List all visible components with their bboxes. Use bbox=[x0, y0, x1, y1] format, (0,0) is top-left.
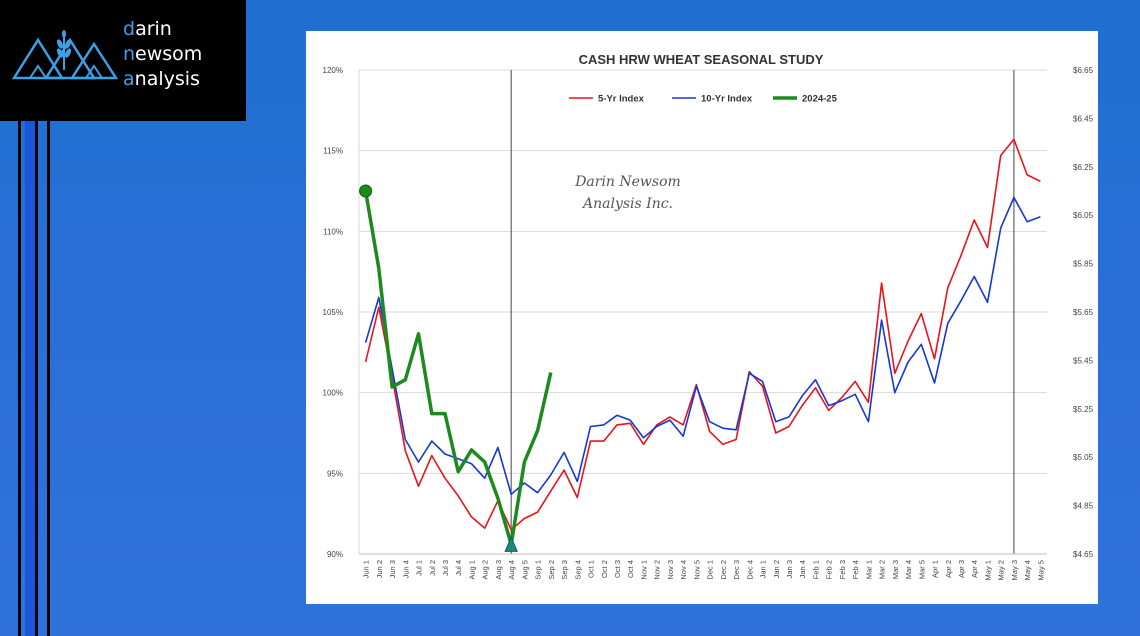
category-label: Aug 1 bbox=[467, 560, 476, 580]
right-tick-label: $4.65 bbox=[1073, 550, 1094, 559]
logo-line-3: analysis bbox=[123, 68, 200, 90]
right-tick-label: $6.45 bbox=[1073, 114, 1094, 123]
category-label: Sep 1 bbox=[534, 560, 543, 580]
category-label: Dec 3 bbox=[732, 560, 741, 580]
category-label: Mar 2 bbox=[878, 560, 887, 579]
category-label: Dec 4 bbox=[745, 560, 754, 580]
category-label: Oct 1 bbox=[587, 560, 596, 578]
category-label: Apr 3 bbox=[957, 560, 966, 578]
right-tick-label: $4.85 bbox=[1073, 502, 1094, 511]
category-label: Jan 4 bbox=[798, 560, 807, 578]
category-label: Nov 5 bbox=[692, 560, 701, 580]
category-label: Jul 2 bbox=[428, 560, 437, 576]
decor-line-1 bbox=[18, 121, 21, 636]
right-tick-label: $5.65 bbox=[1073, 308, 1094, 317]
category-label: Jun 3 bbox=[388, 560, 397, 578]
left-tick-label: 115% bbox=[323, 147, 343, 156]
category-label: Oct 3 bbox=[613, 560, 622, 578]
seasonal-chart: CASH HRW WHEAT SEASONAL STUDY 90% 95% 100%… bbox=[323, 52, 1094, 580]
category-label: Mar 4 bbox=[904, 560, 913, 579]
legend-label: 10-Yr Index bbox=[701, 94, 753, 105]
category-label: Jul 1 bbox=[415, 560, 424, 576]
category-label: Sep 2 bbox=[547, 560, 556, 580]
category-label: May 4 bbox=[1023, 560, 1032, 580]
category-label: Jul 3 bbox=[441, 560, 450, 576]
category-label: Sep 4 bbox=[573, 560, 582, 580]
logo-panel: darin newsom analysis bbox=[0, 0, 246, 121]
category-label: Feb 1 bbox=[811, 560, 820, 579]
category-label: Nov 3 bbox=[666, 560, 675, 580]
category-label: May 5 bbox=[1036, 560, 1045, 580]
series-start-point bbox=[359, 184, 373, 198]
right-tick-label: $6.65 bbox=[1073, 66, 1094, 75]
watermark-line-1: Darin Newsom bbox=[575, 174, 681, 190]
category-label: Jan 2 bbox=[772, 560, 781, 578]
category-label: Aug 5 bbox=[520, 560, 529, 580]
right-tick-label: $6.25 bbox=[1073, 163, 1094, 172]
category-label: Feb 2 bbox=[825, 560, 834, 579]
category-label: May 2 bbox=[997, 560, 1006, 580]
legend-label: 5-Yr Index bbox=[598, 94, 645, 105]
category-label: Feb 4 bbox=[851, 560, 860, 579]
category-label: Dec 1 bbox=[706, 560, 715, 580]
category-label: Jan 3 bbox=[785, 560, 794, 578]
left-tick-label: 110% bbox=[323, 227, 343, 236]
category-label: May 3 bbox=[1010, 560, 1019, 580]
chart-panel: CASH HRW WHEAT SEASONAL STUDY 90% 95% 100%… bbox=[306, 31, 1098, 604]
decor-line-4 bbox=[47, 121, 50, 636]
series-line-2024-25 bbox=[363, 190, 553, 547]
right-tick-label: $5.25 bbox=[1073, 405, 1094, 414]
category-label: Mar 1 bbox=[864, 560, 873, 579]
category-label: Oct 4 bbox=[626, 560, 635, 578]
logo-wordmark: darin newsom analysis bbox=[123, 17, 202, 92]
category-label: Sep 3 bbox=[560, 560, 569, 580]
category-label: Jun 2 bbox=[375, 560, 384, 578]
left-tick-label: 95% bbox=[327, 469, 343, 478]
category-label: Aug 4 bbox=[507, 560, 516, 580]
logo-line-2: newsom bbox=[123, 43, 203, 65]
decor-line-2 bbox=[25, 121, 35, 636]
series-line-10-yr-index bbox=[364, 196, 1041, 496]
mountain-logo-icon bbox=[11, 30, 119, 80]
left-tick-label: 105% bbox=[323, 308, 343, 317]
right-tick-label: $6.05 bbox=[1073, 211, 1094, 220]
category-label: Apr 2 bbox=[944, 560, 953, 578]
category-label: Jun 1 bbox=[362, 560, 371, 578]
category-label: Mar 3 bbox=[891, 560, 900, 579]
watermark-line-2: Analysis Inc. bbox=[583, 196, 673, 212]
series-low-marker bbox=[504, 536, 518, 552]
watermark: Darin Newsom Analysis Inc. bbox=[568, 171, 688, 215]
left-tick-label: 100% bbox=[323, 389, 343, 398]
legend-label: 2024-25 bbox=[802, 94, 838, 105]
series-line-5-yr-index bbox=[364, 138, 1041, 531]
category-label: May 1 bbox=[983, 560, 992, 580]
category-label: Mar 5 bbox=[917, 560, 926, 579]
category-label: Oct 2 bbox=[600, 560, 609, 578]
left-tick-label: 90% bbox=[327, 550, 343, 559]
category-label: Nov 1 bbox=[639, 560, 648, 580]
decor-line-3 bbox=[35, 121, 38, 636]
right-tick-label: $5.45 bbox=[1073, 356, 1094, 365]
chart-title: CASH HRW WHEAT SEASONAL STUDY bbox=[579, 52, 824, 67]
category-label: Aug 3 bbox=[494, 560, 503, 580]
logo-line-1: darin bbox=[123, 18, 172, 40]
category-label: Feb 3 bbox=[838, 560, 847, 579]
category-label: Nov 2 bbox=[653, 560, 662, 580]
category-label: Apr 4 bbox=[970, 560, 979, 578]
category-label: Jan 1 bbox=[759, 560, 768, 578]
category-label: Nov 4 bbox=[679, 560, 688, 580]
category-label: Dec 2 bbox=[719, 560, 728, 580]
right-tick-label: $5.85 bbox=[1073, 260, 1094, 269]
category-label: Apr 1 bbox=[931, 560, 940, 578]
category-label: Aug 2 bbox=[481, 560, 490, 580]
category-label: Jun 4 bbox=[401, 560, 410, 578]
right-tick-label: $5.05 bbox=[1073, 453, 1094, 462]
category-label: Jul 4 bbox=[454, 560, 463, 576]
left-tick-label: 120% bbox=[323, 66, 343, 75]
